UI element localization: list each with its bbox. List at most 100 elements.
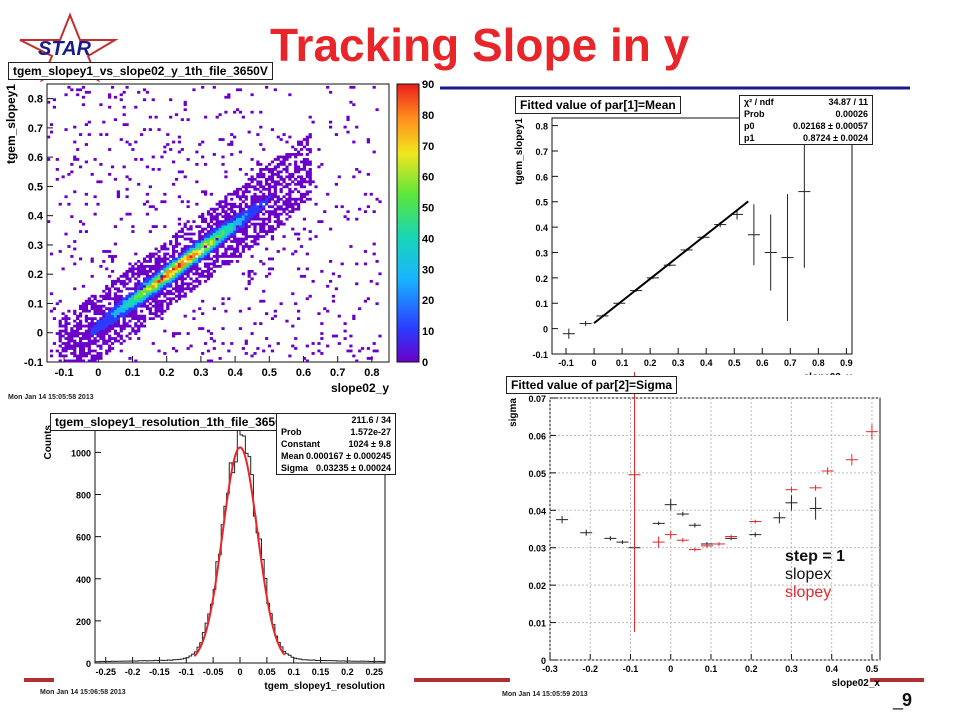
heatmap-cell [221,235,225,238]
heatmap-cell [294,165,298,169]
heatmap-cell [99,329,103,333]
heatmap-cell [198,257,202,261]
heatmap-cell [206,272,211,276]
heatmap-cell [195,267,199,271]
heatmap-cell [73,352,77,355]
heatmap-cell [140,299,144,303]
heatmap-cell [64,337,68,340]
y-tick-label: 400 [76,575,91,585]
heatmap-cell [110,284,115,288]
heatmap-cell [154,307,158,311]
heatmap-cell [299,177,304,181]
heatmap-cell [96,307,100,311]
heatmap-cell [131,329,135,333]
heatmap-cell [209,257,213,261]
heatmap-cell [256,210,260,214]
heatmap-cell [128,177,132,181]
heatmap-cell [151,304,155,308]
heatmap-cell [288,187,292,191]
heatmap-cell [131,225,135,228]
heatmap-cell [93,294,97,298]
heatmap-cell [259,227,263,231]
heatmap-cell [58,337,62,340]
heatmap-cell [90,324,94,328]
heatmap-cell [308,197,312,201]
heatmap-cell [346,349,350,353]
heatmap-cell [323,210,327,214]
heatmap-cell [99,304,103,308]
heatmap-cell [172,252,176,256]
heatmap-cell [195,245,199,248]
heatmap-cell [157,282,161,286]
heatmap-cell [206,242,211,246]
heatmap-cell [297,202,301,206]
heatmap-cell [256,195,260,199]
heatmap-cell [192,262,196,266]
heatmap-cell [116,319,120,323]
stats-row: 211.6 / 34 [351,415,391,425]
heatmap-cell [244,172,248,176]
heatmap-cell [96,354,100,358]
heatmap-cell [122,299,126,303]
heatmap-cell [230,217,234,221]
heatmap-cell [169,302,173,306]
heatmap-cell [189,260,193,263]
heatmap-cell [256,180,260,184]
heatmap-cell [119,349,123,353]
heatmap-cell [183,264,187,268]
heatmap-cell [241,227,245,231]
heatmap-cell [276,205,280,209]
heatmap-cell [99,103,103,107]
heatmap-cell [305,175,309,179]
heatmap-cell [183,245,187,248]
heatmap-cell [99,322,103,325]
heatmap-cell [163,352,167,355]
heatmap-cell [151,274,155,278]
x-tick-label: 0.15 [312,667,330,677]
heatmap-cell [174,260,179,263]
heatmap-cell [186,227,190,231]
heatmap-cell [355,262,359,266]
heatmap-cell [221,242,225,246]
heatmap-cell [64,329,68,333]
heatmap-cell [166,302,170,306]
heatmap-cell [302,145,307,149]
heatmap-cell [224,247,228,251]
heatmap-cell [265,182,269,186]
heatmap-cell [244,182,248,186]
heatmap-cell [305,172,309,176]
heatmap-cell [224,237,228,241]
heatmap-cell [297,170,301,174]
heatmap-cell [67,309,71,313]
heatmap-cell [270,212,275,216]
heatmap-cell [122,317,126,321]
heatmap-cell [76,317,80,321]
heatmap-cell [201,240,205,243]
heatmap-cell [273,200,277,204]
heatmap-cell [218,138,222,141]
heatmap-cell [314,202,318,206]
heatmap-cell [183,269,187,273]
heatmap-cell [267,195,272,199]
heatmap-cell [302,180,307,184]
heatmap-cell [64,359,68,363]
heatmap-cell [49,354,54,358]
heatmap-cell [233,252,237,256]
heatmap-cell [145,260,150,263]
series-slopex [556,495,822,550]
colorbar-tick-label: 70 [422,141,434,153]
heatmap-cell [285,202,289,206]
heatmap-cell [299,200,304,204]
heatmap-cell [233,205,237,209]
heatmap-cell [195,225,199,228]
heatmap-cell [163,257,167,261]
heatmap-cell [241,272,245,276]
heatmap-cell [256,133,260,136]
heatmap-cell [244,197,248,201]
heatmap-cell [334,334,338,338]
heatmap-cell [363,192,368,196]
heatmap-cell [238,195,243,199]
heatmap-cell [221,138,225,141]
heatmap-cell [250,245,254,248]
heatmap-cell [198,252,202,256]
